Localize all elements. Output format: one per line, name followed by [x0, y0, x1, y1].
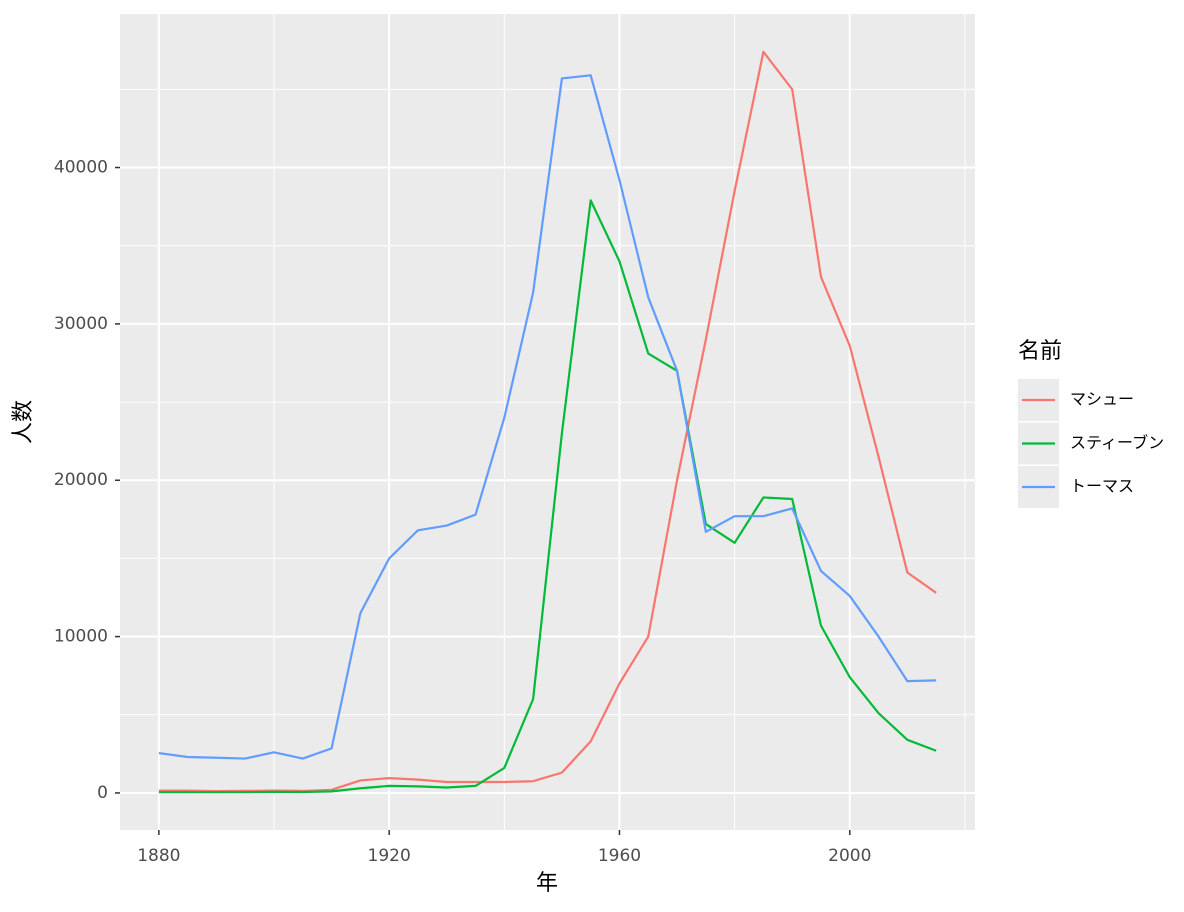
x-axis-title: 年	[536, 871, 558, 896]
y-tick-label: 30000	[54, 314, 108, 334]
series-line	[158, 74, 937, 760]
legend-label: スティーブン	[1070, 433, 1164, 452]
legend-label: マシュー	[1070, 390, 1134, 409]
legend-title: 名前	[1018, 339, 1062, 364]
y-axis-title: 人数	[11, 400, 36, 444]
y-tick-label: 0	[97, 783, 108, 803]
legend-label: トーマス	[1070, 477, 1134, 496]
x-tick-label: 1880	[137, 846, 180, 866]
x-tick-label: 1920	[368, 846, 411, 866]
x-tick-label: 2000	[828, 846, 871, 866]
x-tick-label: 1960	[598, 846, 641, 866]
y-tick-label: 10000	[54, 627, 108, 647]
panel	[120, 14, 975, 830]
series-line	[158, 199, 937, 794]
y-tick-label: 20000	[54, 470, 108, 490]
series-line	[158, 50, 937, 793]
y-tick-label: 40000	[54, 158, 108, 178]
